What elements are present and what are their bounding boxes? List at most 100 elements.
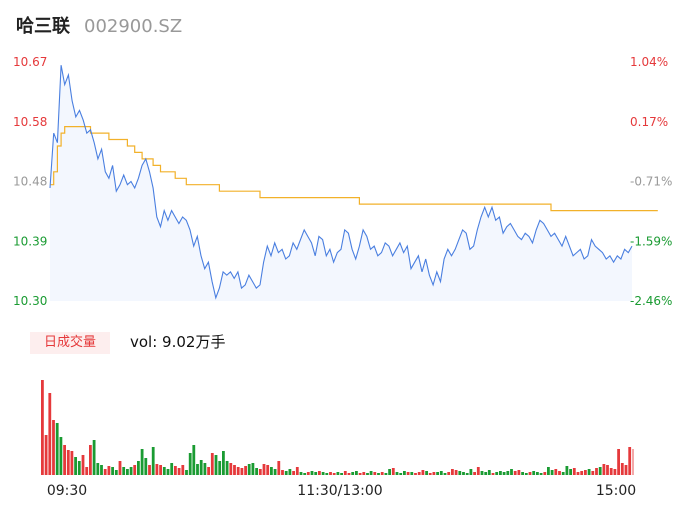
- volume-bar: [159, 465, 162, 475]
- volume-bar: [558, 471, 561, 475]
- volume-bar: [476, 467, 480, 475]
- volume-bar: [148, 465, 151, 475]
- volume-bar: [63, 445, 66, 475]
- volume-badge[interactable]: 日成交量: [30, 332, 110, 354]
- volume-bar: [395, 472, 399, 475]
- volume-bar: [421, 470, 425, 475]
- volume-bar: [414, 473, 417, 475]
- volume-bar: [447, 472, 451, 475]
- volume-bar: [465, 473, 469, 475]
- volume-bar: [469, 469, 473, 475]
- volume-bar: [266, 465, 270, 475]
- volume-bar: [144, 458, 148, 475]
- volume-bar: [181, 465, 185, 475]
- volume-bar: [632, 449, 634, 475]
- volume-bar: [207, 467, 210, 475]
- volume-bar: [85, 467, 89, 475]
- volume-bar: [225, 461, 229, 475]
- volume-bar: [624, 465, 628, 475]
- volume-bar: [340, 473, 343, 475]
- volume-bar: [277, 461, 281, 475]
- volume-bar: [140, 449, 144, 475]
- volume-bar: [436, 472, 439, 475]
- volume-bar: [513, 471, 517, 475]
- volume-bar: [284, 471, 288, 475]
- volume-bar: [495, 472, 499, 475]
- volume-bar: [314, 472, 318, 475]
- volume-bar: [565, 466, 569, 475]
- volume-bar: [554, 469, 558, 475]
- volume-bar: [510, 469, 513, 475]
- volume-summary: vol: 9.02万手: [130, 333, 226, 351]
- volume-bar: [591, 471, 595, 475]
- price-area: [50, 65, 632, 301]
- volume-bar: [487, 470, 491, 475]
- volume-bar: [174, 466, 177, 475]
- volume-bar: [613, 469, 617, 475]
- volume-bar: [70, 451, 74, 475]
- volume-bar: [107, 466, 111, 475]
- volume-bar: [281, 470, 284, 475]
- volume-bar: [584, 470, 587, 475]
- volume-bar: [606, 465, 609, 475]
- volume-bar: [521, 472, 524, 475]
- volume-bar: [166, 469, 170, 475]
- volume-bar: [303, 473, 307, 475]
- volume-bar: [44, 435, 48, 475]
- price-tick-label: 10.48: [13, 175, 47, 189]
- volume-bar: [602, 464, 606, 475]
- volume-bar: [192, 445, 196, 475]
- time-axis-label: 09:30: [47, 483, 87, 499]
- volume-bar: [236, 467, 240, 475]
- volume-bar: [443, 473, 447, 475]
- volume-bar: [251, 463, 255, 475]
- volume-bar: [247, 464, 251, 475]
- volume-bar: [321, 472, 325, 475]
- volume-bar: [410, 472, 414, 475]
- volume-bar: [587, 469, 591, 475]
- volume-bar: [406, 472, 410, 475]
- volume-bar: [351, 472, 355, 475]
- volume-bar: [432, 472, 436, 475]
- volume-bar: [55, 423, 59, 475]
- volume-bar: [462, 472, 465, 475]
- volume-bar: [137, 461, 140, 475]
- average-price-line: [50, 126, 658, 212]
- volume-bar: [170, 463, 174, 475]
- price-tick-label: 10.58: [13, 115, 47, 129]
- volume-bar: [325, 473, 329, 475]
- price-tick-label: 10.30: [13, 294, 47, 308]
- volume-bar: [89, 445, 92, 475]
- price-line: [49, 65, 633, 300]
- volume-bar: [299, 472, 303, 475]
- volume-bar: [543, 472, 547, 475]
- volume-bar: [151, 447, 155, 475]
- volume-bar: [318, 471, 321, 475]
- volume-bar: [270, 467, 273, 475]
- volume-bar: [451, 469, 454, 475]
- volume-bar: [425, 471, 428, 475]
- volume-bar: [536, 472, 539, 475]
- volume-bar: [48, 393, 52, 475]
- volume-bar: [347, 473, 351, 475]
- volume-bar: [288, 469, 292, 475]
- volume-bar: [428, 473, 432, 475]
- volume-bar: [502, 472, 506, 475]
- volume-bar: [126, 469, 129, 475]
- volume-bar: [366, 473, 369, 475]
- volume-bar: [572, 468, 576, 475]
- volume-bar: [233, 465, 236, 475]
- volume-bar: [255, 468, 258, 475]
- volume-bar: [81, 455, 85, 475]
- volume-bar: [403, 471, 406, 475]
- volume-bar: [203, 463, 207, 475]
- volume-bar: [550, 470, 554, 475]
- volume-bar: [377, 473, 380, 475]
- volume-bar: [595, 468, 598, 475]
- volume-bar: [380, 472, 384, 475]
- volume-bar: [111, 467, 114, 475]
- price-tick-label: 10.39: [13, 234, 47, 248]
- volume-bar: [491, 473, 495, 475]
- volume-bar: [439, 471, 443, 475]
